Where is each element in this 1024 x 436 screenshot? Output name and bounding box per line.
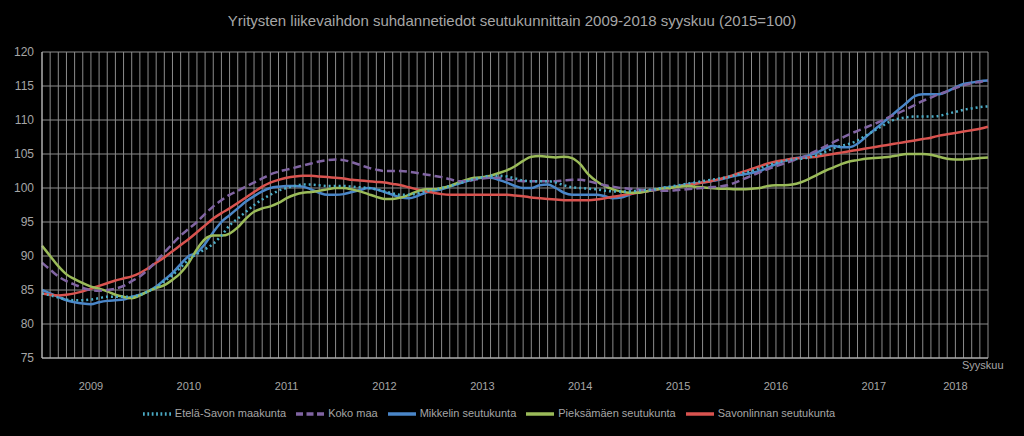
svg-text:115: 115 [15,79,34,93]
svg-text:2012: 2012 [372,380,396,392]
svg-text:2018: 2018 [943,380,967,392]
svg-text:2011: 2011 [275,380,299,392]
svg-text:2009: 2009 [79,380,103,392]
html-text:Savonlinnan seutukunta: Savonlinnan seutukunta [717,406,836,419]
svg-text:95: 95 [21,215,35,229]
html-text:Mikkelin seutukunta: Mikkelin seutukunta [419,406,517,419]
svg-text:85: 85 [21,283,35,297]
svg-text:120: 120 [14,45,34,59]
svg-text:2014: 2014 [568,380,592,392]
svg-text:2015: 2015 [666,380,690,392]
html-text:Etelä-Savon maakunta: Etelä-Savon maakunta [174,406,287,419]
svg-text:2017: 2017 [862,380,886,392]
svg-text:80: 80 [21,317,35,331]
svg-text:2013: 2013 [470,380,494,392]
svg-text:75: 75 [21,351,35,365]
svg-text:90: 90 [21,249,35,263]
svg-text:2016: 2016 [764,380,788,392]
html-text:Syyskuu: Syyskuu [962,359,1004,371]
svg-text:2010: 2010 [177,380,201,392]
html-text:Yritysten liikevaihdon suhdann: Yritysten liikevaihdon suhdannetiedot se… [227,12,797,29]
html-text:Pieksämäen seutukunta: Pieksämäen seutukunta [558,406,676,419]
svg-text:100: 100 [14,181,34,195]
html-text:Koko maa: Koko maa [328,406,378,419]
svg-text:105: 105 [14,147,34,161]
svg-text:110: 110 [15,113,34,127]
